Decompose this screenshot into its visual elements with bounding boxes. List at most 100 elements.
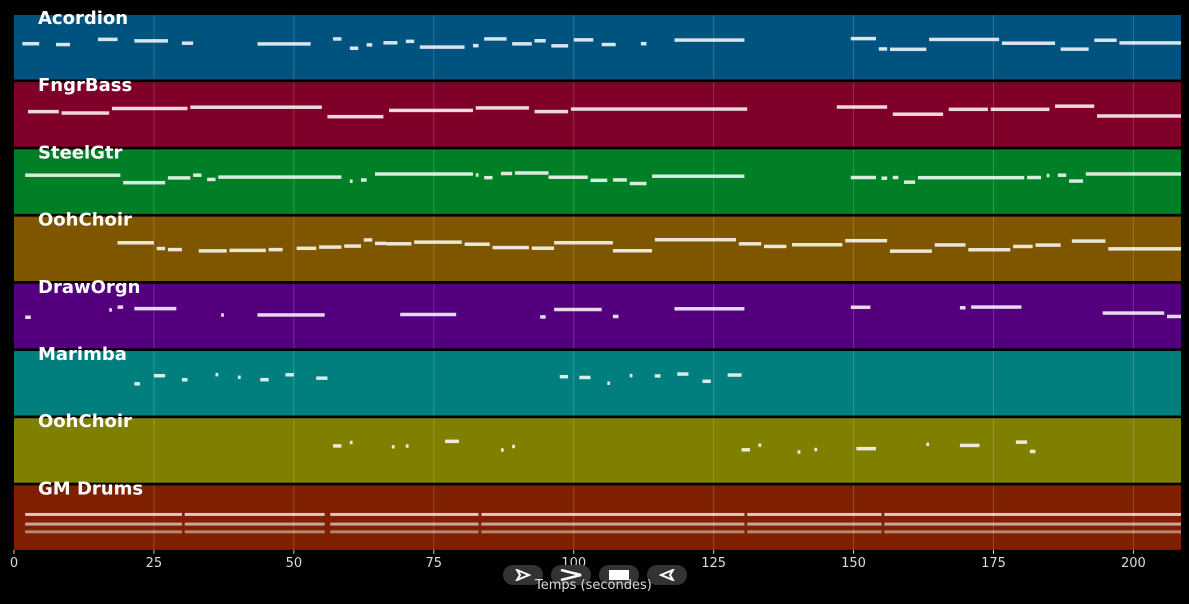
fast-forward-icon <box>560 569 582 581</box>
note-mark <box>344 244 362 248</box>
note-mark <box>559 374 569 379</box>
x-tick-label: 150 <box>841 556 866 571</box>
note-mark <box>814 447 818 452</box>
note-mark <box>285 373 294 377</box>
note-mark <box>464 242 490 246</box>
note-mark <box>27 109 59 114</box>
note-mark <box>971 305 1022 309</box>
note-mark <box>221 313 224 317</box>
x-tick-label: 25 <box>146 556 163 571</box>
note-mark <box>889 47 927 52</box>
note-mark <box>257 42 311 46</box>
note-mark <box>25 315 31 319</box>
note-mark <box>590 178 608 183</box>
note-mark <box>677 372 689 376</box>
x-tick-label: 200 <box>1121 556 1146 571</box>
note-mark <box>117 241 154 245</box>
fast-forward-button[interactable] <box>551 565 591 585</box>
note-mark <box>260 377 269 382</box>
stop-button[interactable] <box>599 565 639 585</box>
note-mark <box>738 242 762 246</box>
note-mark <box>207 177 216 182</box>
note-mark <box>484 175 493 180</box>
track-lane <box>14 485 1181 550</box>
note-mark <box>1094 38 1117 42</box>
note-mark <box>1013 244 1033 249</box>
note-mark <box>579 375 591 380</box>
note-mark <box>500 171 513 176</box>
note-mark <box>758 443 762 447</box>
note-mark <box>472 43 479 48</box>
note-mark <box>134 382 140 386</box>
note-mark <box>1001 41 1056 45</box>
play-icon <box>515 569 531 581</box>
track-lane <box>14 82 1181 147</box>
note-mark <box>850 175 876 180</box>
play-button[interactable] <box>503 565 543 585</box>
note-mark <box>934 243 966 247</box>
note-mark <box>492 245 529 250</box>
note-mark <box>612 178 627 182</box>
note-mark <box>156 246 166 251</box>
note-mark <box>612 314 619 319</box>
note-mark <box>903 180 916 184</box>
note-mark <box>123 180 166 185</box>
note-mark <box>184 530 325 534</box>
track-name: DrawOrgn <box>38 277 140 298</box>
note-mark <box>652 174 745 178</box>
note-mark <box>540 315 546 319</box>
x-tick-label: 0 <box>10 556 18 571</box>
note-mark <box>349 179 353 183</box>
note-mark <box>1015 440 1028 444</box>
note-mark <box>296 246 317 251</box>
note-mark <box>481 522 745 526</box>
note-mark <box>959 306 966 310</box>
note-mark <box>1055 104 1095 108</box>
note-mark <box>167 176 191 180</box>
note-mark <box>349 440 353 445</box>
rewind-button[interactable] <box>647 565 687 585</box>
note-mark <box>881 176 888 180</box>
note-mark <box>573 38 594 42</box>
note-mark <box>1060 47 1089 51</box>
note-mark <box>419 45 465 49</box>
note-mark <box>405 444 409 448</box>
note-mark <box>884 512 1181 516</box>
playback-controls <box>503 565 693 585</box>
note-mark <box>1071 239 1106 243</box>
note-mark <box>327 114 384 119</box>
note-mark <box>363 238 373 242</box>
note-mark <box>990 107 1050 112</box>
note-mark <box>640 41 647 46</box>
note-mark <box>889 249 932 253</box>
note-mark <box>330 512 479 516</box>
track-name: OohChoir <box>38 411 132 432</box>
note-mark <box>55 42 70 47</box>
note-mark <box>257 313 325 317</box>
note-mark <box>836 105 888 109</box>
note-mark <box>1046 173 1050 178</box>
note-mark <box>926 442 930 447</box>
note-mark <box>405 39 415 44</box>
note-mark <box>444 439 459 444</box>
stop-icon <box>609 570 629 580</box>
note-mark <box>1102 311 1165 315</box>
note-mark <box>383 41 398 45</box>
x-tick-label: 50 <box>286 556 303 571</box>
track-lane <box>14 283 1181 349</box>
note-mark <box>764 244 787 249</box>
note-mark <box>747 512 882 516</box>
note-mark <box>534 109 569 114</box>
note-mark <box>316 376 328 380</box>
x-axis-label-text: Temps (secondes) <box>535 578 652 593</box>
note-mark <box>929 37 1000 42</box>
note-mark <box>190 105 322 109</box>
note-mark <box>61 111 110 115</box>
note-mark <box>534 39 546 43</box>
track-lane <box>14 351 1181 416</box>
note-mark <box>1035 243 1061 247</box>
note-mark <box>554 240 613 245</box>
x-tick-label: 75 <box>426 556 443 571</box>
note-mark <box>702 379 711 384</box>
